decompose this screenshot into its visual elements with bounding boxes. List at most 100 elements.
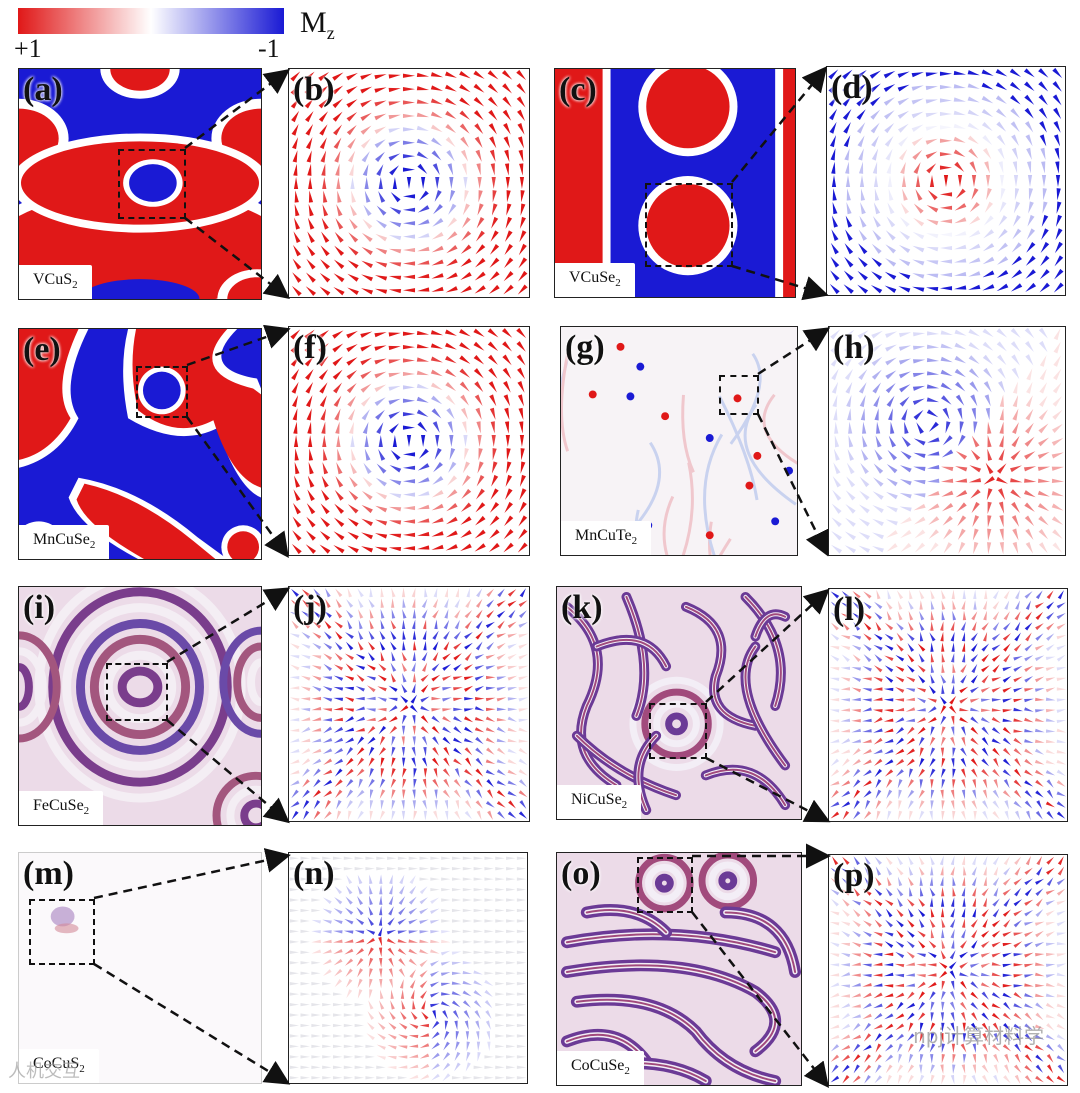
spin-arrow xyxy=(876,589,881,600)
spin-arrow xyxy=(912,398,925,405)
spin-arrow xyxy=(1034,644,1045,651)
spin-arrow xyxy=(347,587,353,598)
spin-arrow xyxy=(475,244,486,255)
spin-arrow xyxy=(451,940,462,944)
spin-arrow xyxy=(1051,466,1065,471)
spin-arrow xyxy=(507,769,518,775)
spin-arrow xyxy=(323,190,328,203)
skyrmion-spot xyxy=(705,434,714,442)
spin-arrow xyxy=(495,867,505,871)
spin-arrow xyxy=(412,789,416,800)
spin-arrow xyxy=(455,587,459,598)
spin-arrow xyxy=(905,707,916,712)
spin-arrow xyxy=(939,138,953,143)
spin-arrow xyxy=(852,612,861,620)
spin-arrow xyxy=(941,652,945,663)
spin-arrow xyxy=(997,242,1008,252)
spin-arrow xyxy=(518,708,529,712)
spin-arrow xyxy=(506,919,516,923)
spin-arrow xyxy=(908,855,914,866)
spin-arrow xyxy=(357,598,364,608)
spin-arrow xyxy=(389,479,402,486)
spin-arrow xyxy=(447,163,454,176)
domain-stripe xyxy=(595,638,668,668)
spin-arrow xyxy=(476,810,482,821)
spin-arrow xyxy=(388,1022,397,1030)
spin-arrow xyxy=(830,270,840,281)
spin-arrow xyxy=(929,991,936,1001)
spin-arrow xyxy=(960,940,968,949)
spin-arrow xyxy=(885,519,898,526)
spin-arrow xyxy=(862,952,872,958)
spin-arrow xyxy=(486,1031,491,1041)
spin-arrow xyxy=(379,641,386,651)
spin-arrow xyxy=(1013,910,1023,917)
spin-arrow xyxy=(981,108,994,118)
spin-arrow xyxy=(829,667,840,671)
spin-arrow xyxy=(1038,437,1050,447)
spin-arrow xyxy=(401,725,406,736)
panel-a-vcus2-domain: (a) VCuS2 xyxy=(18,68,262,300)
spin-arrow xyxy=(1056,953,1067,957)
spin-arrow xyxy=(460,516,472,525)
spin-arrow xyxy=(379,810,386,821)
spin-arrow xyxy=(919,1064,923,1075)
spin-arrow xyxy=(333,124,343,136)
spin-arrow xyxy=(897,97,910,106)
spin-arrow xyxy=(430,98,443,105)
spin-arrow xyxy=(417,273,430,279)
spin-arrow xyxy=(951,939,955,949)
domain-stripe xyxy=(629,676,724,771)
spin-arrow xyxy=(302,779,310,788)
spin-arrow xyxy=(1046,867,1055,875)
spin-arrow xyxy=(492,190,497,203)
spin-arrow xyxy=(1045,963,1056,968)
spin-arrow xyxy=(431,725,440,735)
spin-arrow xyxy=(311,665,322,670)
spin-arrow xyxy=(416,125,429,131)
spin-arrow xyxy=(422,789,427,800)
domain-streak xyxy=(662,495,675,555)
spin-arrow xyxy=(992,664,1000,673)
spin-arrow xyxy=(1015,589,1021,600)
spin-arrow xyxy=(377,1033,386,1040)
spin-arrow xyxy=(940,1064,944,1074)
spin-arrow xyxy=(991,708,1002,712)
spin-arrow xyxy=(860,202,866,215)
spin-arrow xyxy=(368,746,375,757)
spin-arrow xyxy=(959,697,969,704)
spin-arrow xyxy=(851,676,862,683)
spin-arrow xyxy=(912,385,926,391)
spin-arrow xyxy=(971,501,980,514)
spin-arrow xyxy=(862,729,872,733)
spin-arrow xyxy=(306,245,316,257)
spin-arrow xyxy=(860,408,866,421)
spin-arrow xyxy=(313,800,321,810)
spin-arrow xyxy=(954,285,967,290)
spin-arrow xyxy=(1051,478,1065,483)
spin-arrow xyxy=(369,978,373,989)
spin-arrow xyxy=(473,70,485,80)
spin-arrow xyxy=(434,448,442,460)
spin-arrow xyxy=(463,685,474,692)
spin-arrow xyxy=(852,654,861,663)
spin-arrow xyxy=(1034,748,1045,755)
spin-arrow xyxy=(981,941,990,949)
spin-arrow xyxy=(851,728,862,733)
spin-arrow xyxy=(345,779,354,788)
spin-arrow xyxy=(519,163,524,176)
spin-arrow xyxy=(289,749,300,754)
spin-arrow xyxy=(398,968,406,978)
spin-arrow xyxy=(987,421,992,434)
spin-arrow xyxy=(322,897,332,905)
spin-arrow xyxy=(307,217,315,230)
spin-arrow xyxy=(1052,542,1063,553)
spin-arrow xyxy=(960,1001,968,1011)
spin-arrow xyxy=(1046,811,1054,820)
spin-arrow xyxy=(462,970,473,975)
spin-arrow xyxy=(388,705,398,712)
spin-arrow xyxy=(991,677,1002,682)
spin-arrow xyxy=(320,503,330,515)
spin-arrow xyxy=(913,409,924,420)
spin-arrow xyxy=(451,887,462,892)
